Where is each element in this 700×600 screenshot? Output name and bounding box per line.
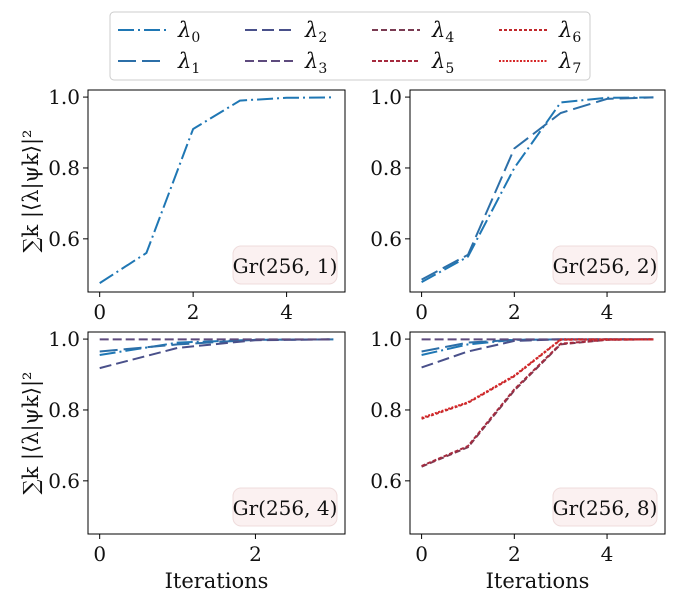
x-tick-label: 0: [93, 542, 106, 566]
panel-label-box: [552, 487, 658, 527]
y-tick-label: 0.6: [48, 469, 80, 493]
panel-label: Gr(256, 1): [233, 254, 338, 278]
panel-4: 0 2 4 0.6 0.8 1.0 Iterations Gr(256, 8): [370, 327, 666, 593]
y-tick-label: 0.8: [48, 156, 80, 180]
series-line-lambda_0: [421, 338, 654, 356]
legend-label-lambda_7: λ7: [558, 49, 581, 77]
x-tick-label: 2: [187, 300, 200, 324]
y-tick-label: 1.0: [48, 85, 80, 109]
legend-frame: [109, 11, 591, 81]
x-tick-label: 2: [249, 542, 262, 566]
x-tick-label: 4: [601, 542, 614, 566]
x-tick-label: 2: [508, 542, 521, 566]
y-tick-label: 0.8: [370, 398, 402, 422]
legend-label-lambda_4: λ4: [431, 18, 454, 46]
series-group: [421, 338, 654, 468]
y-tick-label: 1.0: [370, 327, 402, 351]
legend-label-lambda_6: λ6: [558, 18, 581, 46]
y-tick-label: 0.8: [48, 398, 80, 422]
y-tick-label: 0.6: [370, 469, 402, 493]
x-tick-label: 4: [280, 300, 293, 324]
series-line-lambda_1: [421, 338, 654, 353]
series-line-lambda_7: [421, 338, 654, 419]
series-line-lambda_2: [421, 338, 654, 369]
axes-frame: [409, 331, 666, 535]
x-tick-label: 4: [601, 300, 614, 324]
series-line-lambda_0: [99, 338, 334, 356]
panel-label: Gr(256, 4): [233, 496, 338, 520]
x-tick-label: 0: [415, 542, 428, 566]
panel-label: Gr(256, 8): [553, 496, 658, 520]
x-axis-label: Iterations: [486, 569, 590, 593]
panel-3: 0 2 0.6 0.8 1.0 Iterations ∑k |⟨λ|ψk⟩|² Gr(256,…: [19, 327, 346, 593]
panel-label-box: [232, 245, 338, 285]
legend-label-lambda_2: λ2: [304, 18, 327, 46]
y-axis-label: ∑k |⟨λ|ψk⟩|²: [19, 130, 44, 253]
x-tick-label: 0: [93, 300, 106, 324]
panel-1: 0 2 4 0.6 0.8 1.0∑k |⟨λ|ψk⟩|² Gr(256, 1): [19, 85, 346, 324]
panel-label-box: [552, 245, 658, 285]
x-axis-label: Iterations: [165, 569, 269, 593]
axes-frame: [87, 89, 346, 293]
panel-2: 0 2 4 0.6 0.8 1.0 Gr(256, 2): [370, 85, 666, 324]
panel-label-box: [232, 487, 338, 527]
legend-label-lambda_1: λ1: [177, 49, 200, 77]
series-line-lambda_2: [99, 338, 334, 370]
axes-frame: [409, 89, 666, 293]
series-group: [99, 96, 334, 284]
legend-label-lambda_3: λ3: [304, 49, 327, 77]
panels: 0 2 40.60.81.0∑k |⟨λ|ψk⟩|²Gr(256, 1)0 2 40.6…: [19, 85, 666, 593]
axes-frame: [87, 331, 346, 535]
series-line-lambda_0: [99, 96, 334, 284]
y-tick-label: 1.0: [370, 85, 402, 109]
series-group: [421, 96, 654, 283]
series-group: [99, 338, 334, 370]
series-line-lambda_0: [421, 96, 654, 283]
legend: λ0 λ1 λ2 λ3 λ4 λ5 λ6 λ7: [109, 11, 591, 81]
y-tick-label: 1.0: [48, 327, 80, 351]
x-tick-label: 0: [415, 300, 428, 324]
legend-label-lambda_5: λ5: [431, 49, 454, 77]
y-tick-label: 0.6: [48, 227, 80, 251]
y-tick-label: 0.6: [370, 227, 402, 251]
y-tick-label: 0.8: [370, 156, 402, 180]
series-line-lambda_1: [421, 96, 654, 281]
panel-label: Gr(256, 2): [553, 254, 658, 278]
x-tick-label: 2: [508, 300, 521, 324]
legend-label-lambda_0: λ0: [177, 18, 200, 46]
y-axis-label: ∑k |⟨λ|ψk⟩|²: [19, 372, 44, 495]
